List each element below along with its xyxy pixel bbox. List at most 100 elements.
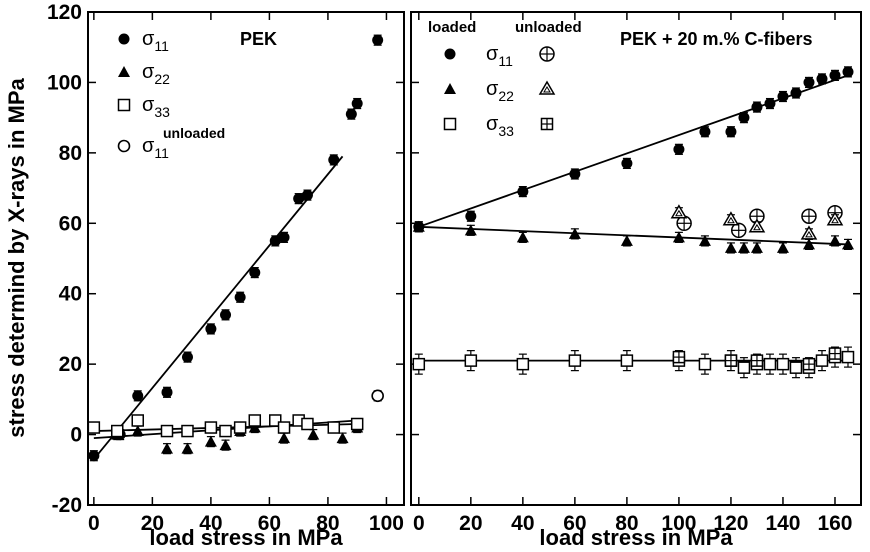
11-point	[351, 98, 363, 110]
legend-sup-11-unloaded: unloaded	[163, 125, 225, 141]
11-loaded-point	[738, 112, 750, 124]
22-loaded-point	[776, 241, 789, 253]
11-point	[328, 154, 340, 166]
legend-label-33: σ33	[142, 94, 170, 120]
11-loaded-point	[764, 98, 776, 110]
22-point	[278, 432, 291, 444]
11-point	[269, 235, 281, 247]
11-loaded-point	[569, 168, 581, 180]
legend-label-33-loaded: σ33	[486, 113, 514, 139]
22-point	[336, 432, 349, 444]
x-tick-label: 20	[141, 512, 164, 535]
11-point	[161, 386, 173, 398]
33-loaded-point	[412, 357, 426, 371]
22-loaded-point	[412, 220, 425, 232]
22-point	[181, 442, 194, 454]
11-loaded-point	[621, 157, 633, 169]
11-point	[132, 390, 144, 402]
plot-frame-pek-cfibers	[410, 11, 862, 506]
y-tick-label: 120	[47, 1, 82, 24]
legend-label-11-unloaded: σ11	[142, 135, 169, 161]
22-point	[131, 425, 144, 437]
legend-marker-22	[118, 66, 130, 77]
33-point	[160, 424, 174, 438]
11-point	[181, 351, 193, 363]
22-loaded-point	[750, 241, 763, 253]
x-tick-label: 140	[765, 512, 800, 535]
22-unloaded-point	[826, 211, 844, 226]
22-point	[204, 435, 217, 447]
33-point	[277, 421, 291, 434]
33-unloaded-point	[724, 354, 738, 367]
x-tick-label: 20	[459, 512, 482, 535]
11-point	[293, 193, 305, 205]
11-point	[301, 189, 313, 201]
11-loaded-point	[751, 101, 763, 113]
plot-frame-pek	[87, 11, 405, 506]
y-tick-label: 0	[70, 424, 82, 447]
y-axis-title: stress determind by X-rays in MPa	[4, 78, 29, 438]
33-loaded-point	[568, 354, 582, 367]
22-loaded-point	[516, 231, 529, 243]
33-point	[204, 421, 218, 434]
x-tick-label: 160	[817, 512, 852, 535]
y-tick-label: 100	[47, 71, 82, 94]
11-loaded-point	[673, 143, 685, 155]
11-point	[220, 309, 232, 321]
33-unloaded-point	[750, 354, 764, 367]
33-loaded-point	[763, 357, 777, 371]
22-loaded-point	[464, 224, 477, 236]
x-axis-title-pek: load stress in MPa	[149, 525, 343, 550]
legend-marker-33	[117, 98, 131, 112]
11-point	[88, 450, 100, 462]
axis-ticks-pek: 0 20 40 60 80 100 -20 0 20 40 60 80 100 120	[47, 1, 404, 535]
y-tick-label: -20	[52, 494, 82, 517]
x-tick-label: 80	[615, 512, 638, 535]
22-loaded-point	[672, 231, 685, 243]
x-tick-label: 40	[511, 512, 534, 535]
chart-panel-pek: 0 20 40 60 80 100 -20 0 20 40 60 80 100 120 PEK σ11 σ2…	[47, 1, 405, 550]
22-unloaded-point	[800, 225, 818, 240]
data-marks-pek-cfibers	[412, 66, 855, 379]
legend-marker-11-loaded	[444, 48, 456, 60]
11-loaded-point	[790, 87, 802, 99]
33-point	[87, 421, 101, 434]
33-point	[181, 424, 194, 438]
y-tick-label: 40	[59, 283, 82, 306]
33-loaded-point	[516, 357, 530, 371]
11-point	[249, 267, 261, 279]
legend-column-loaded: loaded	[428, 19, 476, 36]
legend-label-11-loaded: σ11	[486, 43, 513, 69]
22-loaded-point	[841, 238, 854, 250]
33-point	[327, 421, 341, 434]
fit-lines-pek	[93, 155, 358, 460]
11-loaded-point	[725, 126, 737, 138]
22-loaded-point	[568, 227, 581, 239]
legend-marker-33-unloaded	[540, 117, 554, 131]
11-point	[205, 323, 217, 335]
legend-marker-33-loaded	[443, 117, 457, 131]
11-unloaded-point	[801, 208, 817, 224]
33-point	[131, 414, 144, 427]
axis-ticks-pek-cfibers: 0 20 40 60 80 100 120 140 160	[411, 11, 861, 535]
11-point	[345, 108, 357, 120]
11-unloaded-point	[371, 389, 384, 403]
11-point	[278, 231, 290, 243]
x-tick-label: 100	[369, 512, 404, 535]
legend-label-11: σ11	[142, 28, 169, 54]
legend-column-unloaded: unloaded	[515, 19, 582, 36]
legend-marker-22-loaded	[444, 83, 456, 94]
x-tick-label: 0	[413, 512, 425, 535]
y-tick-label: 20	[59, 353, 82, 376]
33-loaded-point	[815, 354, 829, 367]
33-loaded-point	[464, 354, 478, 367]
x-tick-label: 0	[88, 512, 100, 535]
33-point	[219, 424, 232, 438]
33-loaded-point	[698, 357, 712, 371]
22-loaded-point	[737, 241, 750, 253]
11-loaded-point	[842, 66, 854, 78]
x-axis-title-pek-cfibers: load stress in MPa	[539, 525, 733, 550]
y-tick-label: 60	[59, 212, 82, 235]
x-tick-label: 60	[563, 512, 586, 535]
